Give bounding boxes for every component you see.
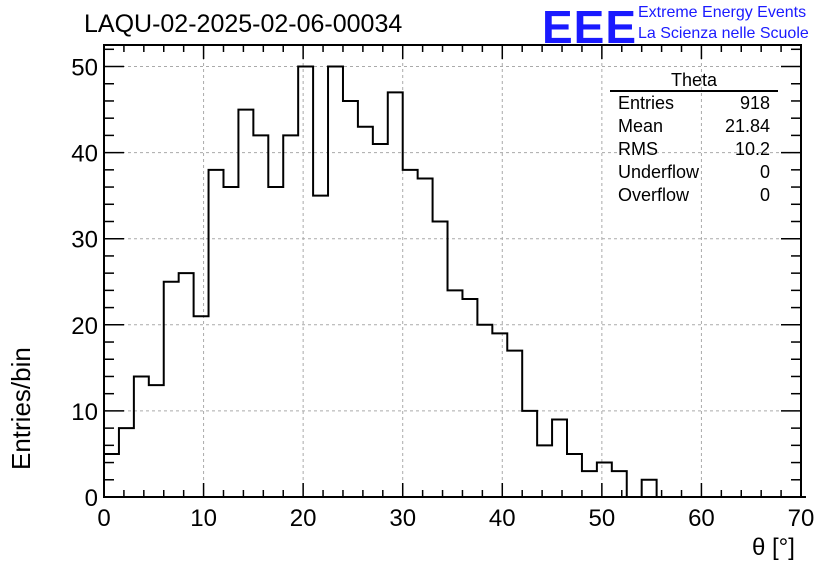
stats-value: 918 bbox=[739, 93, 770, 113]
stats-value: 0 bbox=[759, 162, 770, 182]
x-tick-label: 40 bbox=[489, 505, 516, 532]
x-tick-label: 50 bbox=[589, 505, 616, 532]
eee-logo: EEE bbox=[542, 1, 638, 53]
stats-value: 10.2 bbox=[734, 139, 770, 159]
x-tick-label: 30 bbox=[389, 505, 416, 532]
y-tick-label: 40 bbox=[71, 141, 98, 168]
y-tick-label: 0 bbox=[85, 485, 98, 512]
stats-title: Theta bbox=[610, 70, 778, 92]
stats-box: Theta Entries 918 Mean 21.84 RMS 10.2 Un… bbox=[610, 70, 778, 207]
x-tick-label: 70 bbox=[788, 505, 815, 532]
y-tick-label: 10 bbox=[71, 399, 98, 426]
stats-label: Entries bbox=[618, 93, 675, 113]
stats-row-overflow: Overflow 0 bbox=[610, 184, 778, 207]
stats-value: 21.84 bbox=[724, 116, 770, 136]
chart-title: LAQU-02-2025-02-06-00034 bbox=[84, 10, 403, 38]
histogram-series bbox=[103, 65, 806, 498]
y-tick-label: 30 bbox=[71, 227, 98, 254]
x-tick-label: 0 bbox=[97, 505, 110, 532]
stats-label: Overflow bbox=[618, 185, 690, 205]
logo-line-2: La Scienza nelle Scuole bbox=[638, 25, 809, 42]
stats-row-underflow: Underflow 0 bbox=[610, 161, 778, 184]
plot-frame bbox=[103, 44, 802, 498]
y-tick-label: 20 bbox=[71, 313, 98, 340]
logo-line-1: Extreme Energy Events bbox=[638, 4, 807, 21]
stats-row-rms: RMS 10.2 bbox=[610, 138, 778, 161]
stats-row-entries: Entries 918 bbox=[610, 92, 778, 115]
stats-label: Underflow bbox=[618, 162, 700, 182]
x-tick-label: 60 bbox=[688, 505, 715, 532]
stats-label: RMS bbox=[618, 139, 658, 159]
x-tick-label: 20 bbox=[290, 505, 317, 532]
y-tick-label: 50 bbox=[71, 55, 98, 82]
stats-row-mean: Mean 21.84 bbox=[610, 115, 778, 138]
y-axis-label: Entries/bin bbox=[6, 347, 36, 470]
x-tick-label: 10 bbox=[190, 505, 217, 532]
x-axis-label: θ [°] bbox=[752, 534, 795, 561]
stats-label: Mean bbox=[618, 116, 664, 136]
stats-value: 0 bbox=[759, 185, 770, 205]
